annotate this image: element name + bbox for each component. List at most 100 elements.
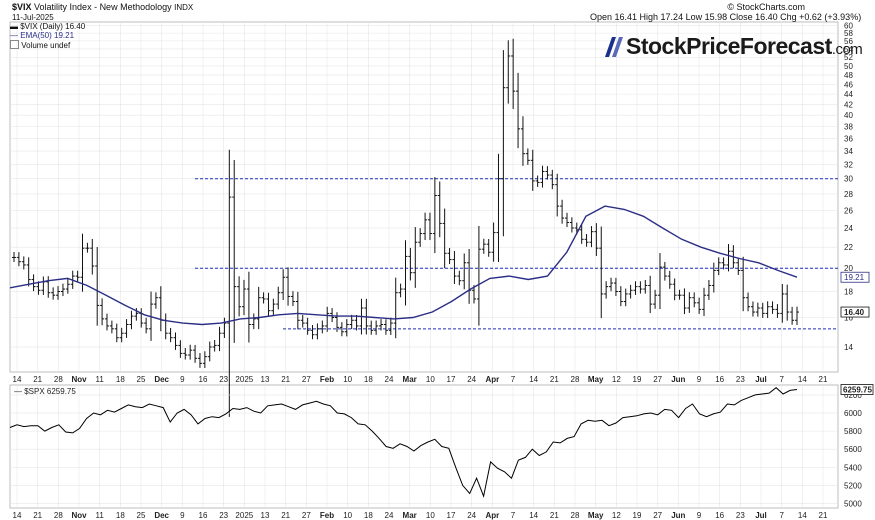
price-bar xyxy=(530,149,535,191)
price-bar xyxy=(613,277,618,297)
x-tick-label: 16 xyxy=(715,375,724,384)
y-tick-label: 54 xyxy=(844,45,853,54)
x-tick-label: 21 xyxy=(550,511,559,520)
y-tick-label: 58 xyxy=(844,29,853,38)
price-bar xyxy=(413,227,418,288)
y-tick-label: 32 xyxy=(844,160,853,169)
price-bar xyxy=(638,281,643,294)
price-bar xyxy=(300,314,305,328)
price-bar xyxy=(256,286,261,330)
price-bar xyxy=(261,292,266,304)
legend-ema-label: EMA(50) 19.21 xyxy=(20,31,75,40)
x-tick-label: 18 xyxy=(364,375,373,384)
y-tick-label: 30 xyxy=(844,175,853,184)
spx-panel-frame xyxy=(9,384,839,509)
x-tick-label: 19 xyxy=(633,511,642,520)
price-bar xyxy=(481,238,486,254)
price-bar xyxy=(476,225,481,326)
x-tick-label: 9 xyxy=(697,375,702,384)
x-tick-label: 21 xyxy=(819,511,828,520)
price-bar xyxy=(452,250,457,284)
price-bar xyxy=(609,277,614,292)
price-bar xyxy=(330,308,335,323)
y-tick-label: 38 xyxy=(844,123,853,132)
price-bar xyxy=(535,175,540,187)
price-bar xyxy=(682,288,687,315)
x-tick-label: Apr xyxy=(485,511,499,520)
spx-line xyxy=(9,387,798,498)
y-tick-label: 52 xyxy=(844,53,853,62)
x-tick-label: 24 xyxy=(467,511,476,520)
x-tick-label: May xyxy=(588,511,604,520)
x-tick-label: 9 xyxy=(697,511,702,520)
ema-line xyxy=(9,205,798,326)
x-tick-label: 24 xyxy=(467,375,476,384)
x-tick-label: 12 xyxy=(612,375,621,384)
ema-value-tag xyxy=(840,271,870,283)
price-bar xyxy=(144,317,149,334)
x-tick-label: 25 xyxy=(137,375,146,384)
legend-volume: Volume undef xyxy=(10,40,70,51)
price-bar xyxy=(129,310,134,330)
price-bar xyxy=(467,248,472,304)
x-tick-label: 10 xyxy=(426,375,435,384)
price-bar xyxy=(657,253,662,310)
y-tick-label: 44 xyxy=(844,90,853,99)
brand-logo: StockPriceForecast.com xyxy=(603,33,863,60)
price-bar xyxy=(344,319,349,337)
x-tick-label: 16 xyxy=(715,511,724,520)
legend-vix-label: $VIX (Daily) 16.40 xyxy=(20,22,86,31)
price-bar xyxy=(139,308,144,328)
x-tick-label: 7 xyxy=(779,511,784,520)
y-tick-label: 34 xyxy=(844,147,853,156)
x-tick-label: 13 xyxy=(261,511,270,520)
brand-name: StockPriceForecast xyxy=(626,33,832,59)
price-bar xyxy=(104,313,109,331)
x-tick-label: 14 xyxy=(529,375,538,384)
price-bar xyxy=(90,238,95,275)
x-tick-label: 18 xyxy=(364,511,373,520)
price-bar xyxy=(271,298,276,316)
x-tick-label: 27 xyxy=(653,375,662,384)
ema-value-label: 19.21 xyxy=(844,273,865,282)
spx-y-tick-label: 6000 xyxy=(844,409,862,418)
price-bar xyxy=(354,315,359,331)
x-tick-label: Dec xyxy=(154,511,169,520)
price-bar xyxy=(227,149,232,417)
price-bar xyxy=(310,324,315,340)
price-bar xyxy=(168,327,173,343)
x-tick-label: 21 xyxy=(33,511,42,520)
price-bar xyxy=(266,292,271,317)
y-tick-label: 56 xyxy=(844,37,853,46)
x-tick-label: 11 xyxy=(96,375,105,384)
spx-last-value-box xyxy=(840,384,874,395)
x-tick-label: Jul xyxy=(755,511,767,520)
x-tick-label: Mar xyxy=(403,375,417,384)
price-bar xyxy=(183,348,188,360)
price-bar xyxy=(589,226,594,248)
price-bar xyxy=(398,283,403,298)
price-bar xyxy=(599,226,604,319)
price-bar xyxy=(388,317,393,335)
x-tick-label: 11 xyxy=(96,511,105,520)
price-bar xyxy=(237,276,242,317)
price-bar xyxy=(516,72,521,149)
price-bar xyxy=(550,169,555,190)
price-bar xyxy=(16,252,21,267)
price-bar xyxy=(418,228,423,247)
price-bar xyxy=(525,148,530,165)
price-bar xyxy=(56,286,61,300)
x-tick-label: 28 xyxy=(54,511,63,520)
price-bar xyxy=(276,286,281,310)
x-tick-label: 23 xyxy=(219,375,228,384)
price-bar xyxy=(202,351,207,368)
price-bar xyxy=(457,270,462,286)
x-tick-label: 14 xyxy=(798,511,807,520)
x-tick-label: 14 xyxy=(798,375,807,384)
price-bar xyxy=(692,292,697,308)
price-bar xyxy=(36,281,41,295)
y-tick-label: 28 xyxy=(844,190,853,199)
price-bar xyxy=(604,281,609,299)
price-bar xyxy=(286,267,291,306)
